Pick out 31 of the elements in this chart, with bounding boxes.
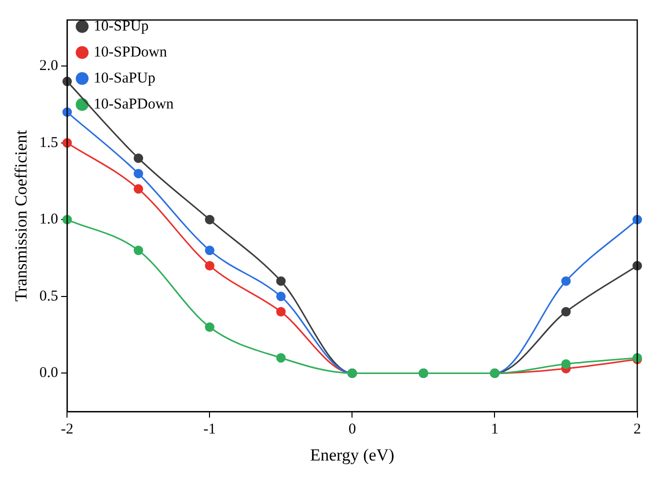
y-tick-label: 1.5: [39, 134, 58, 151]
x-tick-label: 2: [634, 422, 641, 438]
y-tick-label: 2.0: [39, 58, 58, 74]
point: [276, 292, 286, 302]
point: [276, 353, 286, 363]
point: [134, 153, 144, 163]
x-tick-label: 0: [348, 422, 356, 438]
x-axis-title: Energy (eV): [310, 445, 394, 464]
point: [561, 359, 571, 369]
point: [134, 184, 144, 194]
point: [134, 246, 144, 256]
legend-label: 10-SaPUp: [94, 70, 156, 86]
point: [204, 260, 214, 270]
point: [204, 246, 214, 256]
x-tick-label: 1: [490, 422, 498, 438]
y-axis-title: Transmission Coefficient: [12, 130, 31, 302]
legend-label: 10-SaPDown: [94, 96, 174, 112]
point: [276, 276, 286, 286]
point: [204, 214, 214, 224]
point: [204, 322, 214, 332]
point: [276, 307, 286, 317]
legend-label: 10-SPDown: [94, 44, 168, 60]
y-tick-label: 1.0: [39, 212, 58, 228]
point: [561, 276, 571, 286]
legend-label: 10-SPUp: [94, 18, 149, 34]
point: [561, 307, 571, 317]
y-tick-label: 0.5: [39, 288, 58, 304]
x-tick-label: -2: [60, 422, 74, 438]
x-tick-label: -1: [203, 422, 216, 438]
point: [134, 168, 144, 178]
y-tick-label: 0.0: [39, 365, 58, 382]
